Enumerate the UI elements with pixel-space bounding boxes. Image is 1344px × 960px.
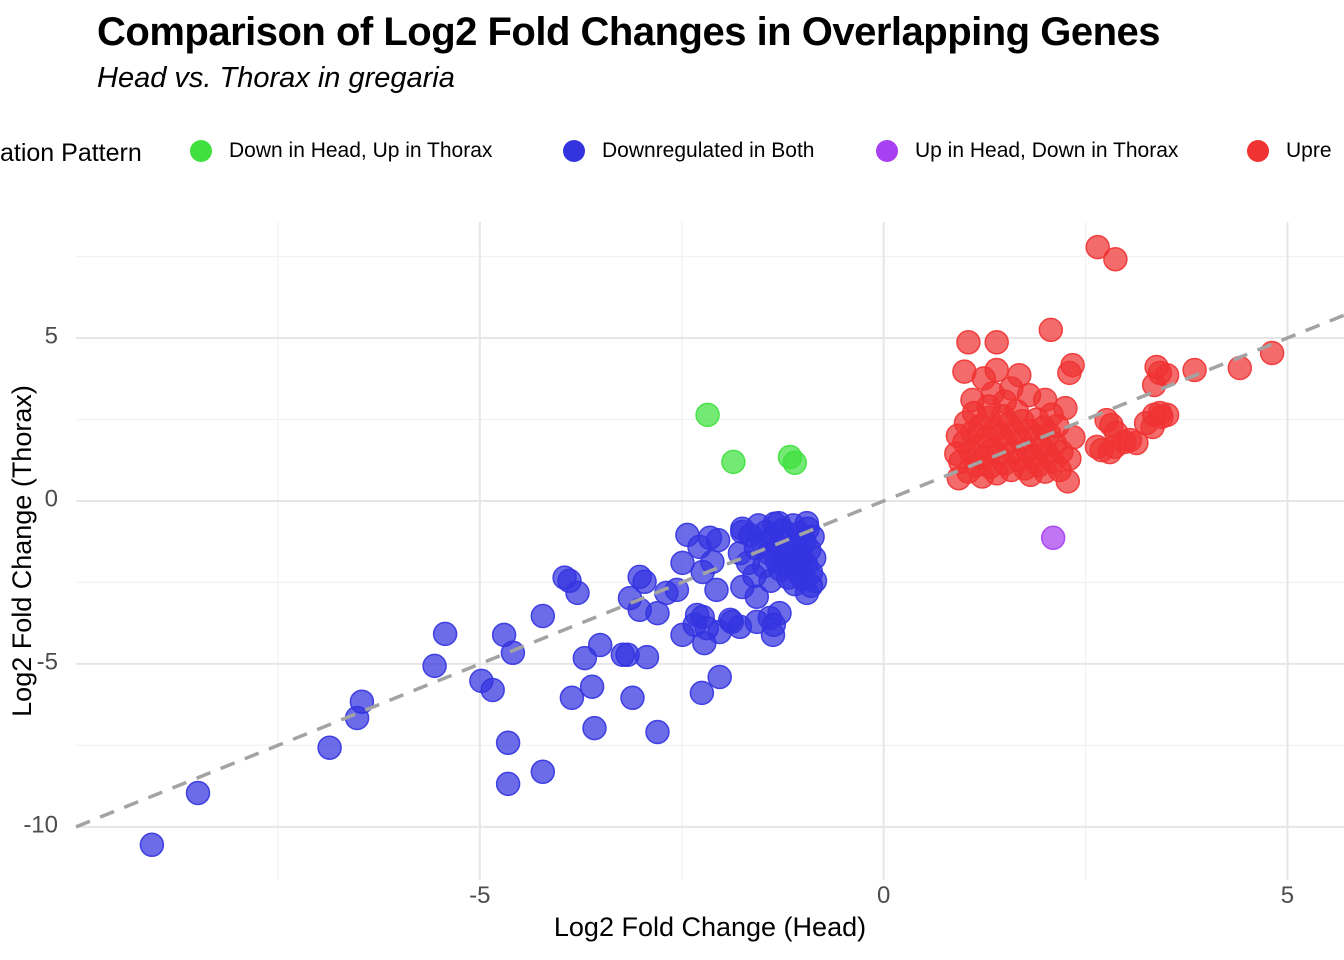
data-point xyxy=(704,577,729,603)
data-point xyxy=(185,780,211,806)
legend-dot-icon xyxy=(876,140,898,162)
data-point xyxy=(1038,317,1064,343)
data-point xyxy=(1057,446,1082,471)
data-point xyxy=(1140,414,1165,440)
data-point xyxy=(956,330,981,355)
y-tick-label: 5 xyxy=(44,322,58,350)
y-tick-label: -5 xyxy=(36,648,58,676)
legend-item-label: Upre xyxy=(1286,139,1332,162)
data-point xyxy=(801,545,827,571)
legend-item: Upre xyxy=(1247,139,1332,163)
legend-dot-icon xyxy=(1247,140,1269,162)
x-tick-label: 5 xyxy=(1280,882,1295,909)
data-point xyxy=(645,719,670,745)
data-point xyxy=(782,450,808,476)
y-tick-label: 0 xyxy=(44,485,58,513)
data-point xyxy=(1227,355,1253,381)
identity-line xyxy=(75,313,1344,829)
legend-dot-icon xyxy=(190,140,212,162)
data-point xyxy=(632,569,657,595)
legend-item-label: Down in Head, Up in Thorax xyxy=(229,139,493,162)
chart-subtitle: Head vs. Thorax in gregaria xyxy=(97,62,455,94)
x-tick-label: -5 xyxy=(469,882,491,909)
data-point xyxy=(645,600,670,626)
chart-title: Comparison of Log2 Fold Changes in Overl… xyxy=(97,10,1161,54)
legend-item: Down in Head, Up in Thorax xyxy=(190,139,492,163)
data-point xyxy=(695,402,720,428)
data-point xyxy=(992,389,1018,414)
data-point xyxy=(495,730,521,756)
data-point xyxy=(767,600,792,626)
data-point xyxy=(1141,372,1167,398)
data-point xyxy=(960,387,985,413)
legend-dot-icon xyxy=(563,140,585,162)
data-point xyxy=(1182,357,1207,383)
data-point xyxy=(530,759,556,785)
data-point xyxy=(139,832,165,858)
data-point xyxy=(432,621,458,647)
data-point xyxy=(1053,395,1078,421)
legend-item-label: Downregulated in Both xyxy=(602,139,815,162)
legend-title: ation Pattern xyxy=(0,139,142,167)
data-point xyxy=(495,771,521,797)
legend-item: Downregulated in Both xyxy=(563,139,814,163)
legend-item: Up in Head, Down in Thorax xyxy=(876,139,1178,163)
data-point xyxy=(689,680,715,706)
data-point xyxy=(670,550,695,576)
data-point xyxy=(1055,469,1081,494)
data-point xyxy=(634,644,660,670)
legend-item-label: Up in Head, Down in Thorax xyxy=(915,139,1179,162)
data-point xyxy=(587,632,613,658)
data-point xyxy=(1103,246,1128,272)
x-axis-title: Log2 Fold Change (Head) xyxy=(553,912,867,942)
data-point xyxy=(422,653,447,679)
data-point xyxy=(1040,525,1066,551)
data-point xyxy=(530,603,556,629)
data-point xyxy=(582,715,607,741)
data-point xyxy=(559,685,585,711)
data-point xyxy=(565,580,590,606)
data-point xyxy=(707,664,732,690)
data-point xyxy=(705,527,731,553)
data-point xyxy=(1057,360,1082,386)
data-point xyxy=(984,330,1009,355)
data-point xyxy=(721,449,746,475)
data-point xyxy=(317,735,342,760)
data-point xyxy=(579,674,605,699)
data-point xyxy=(1259,340,1285,366)
data-point xyxy=(946,465,972,491)
data-point xyxy=(500,640,526,666)
data-point xyxy=(1085,234,1110,260)
data-point xyxy=(802,568,828,594)
data-point xyxy=(480,677,505,703)
y-tick-label: -10 xyxy=(23,811,58,839)
data-point xyxy=(620,685,645,711)
x-tick-label: 0 xyxy=(876,882,891,909)
data-point xyxy=(1097,439,1123,465)
data-point xyxy=(944,441,969,466)
